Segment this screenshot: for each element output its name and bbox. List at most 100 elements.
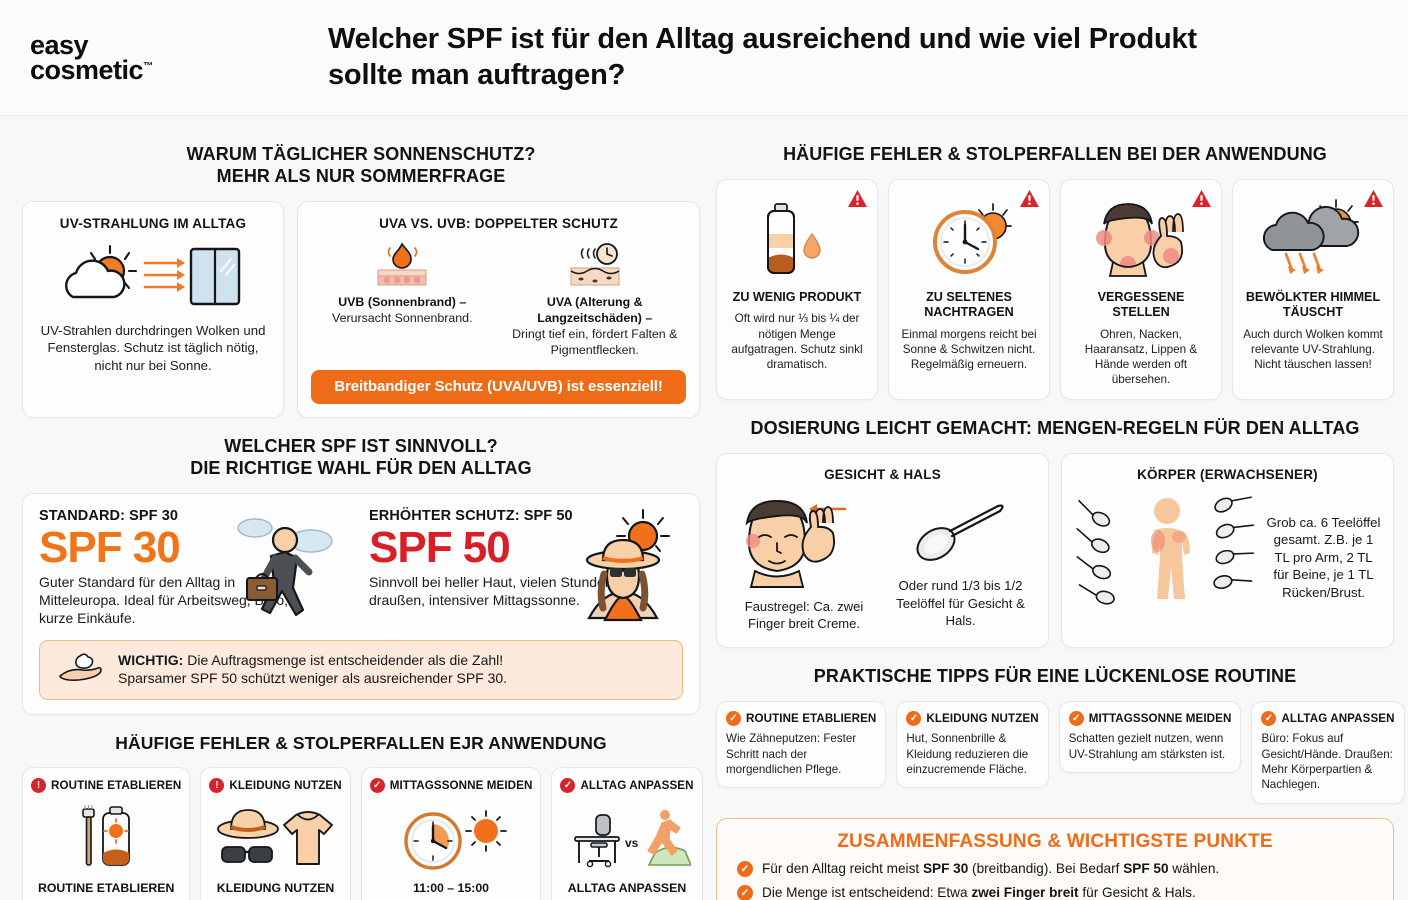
dosage-body-title: KÖRPER (ERWACHSENER) [1137, 467, 1318, 483]
section-title-tips: PRAKTISCHE TIPPS FÜR EINE LÜCKENLOSE ROU… [813, 666, 1297, 687]
section-title-dosage: DOSIERUNG LEICHT GEMACHT: MENGEN-REGELN … [750, 418, 1360, 439]
spf-row: STANDARD: SPF 30 SPF 30 Guter Standard f… [39, 508, 683, 627]
summary-item: ✓ Für den Alltag reicht meist SPF 30 (br… [737, 860, 1373, 878]
brand-logo: easy cosmetic™ [30, 31, 260, 83]
everyday-tip-head: ✓ ALLTAG ANPASSEN [1261, 711, 1394, 727]
important-note: WICHTIG: Die Auftragsmenge ist entscheid… [39, 639, 683, 700]
uva-heading: UVA (Alterung & Langzeitschäden) – [537, 294, 653, 325]
tip-routine-head-label: ROUTINE ETABLIEREN [51, 779, 182, 793]
card-uv-radiation-title: UV-STRAHLUNG IM ALLTAG [59, 215, 247, 231]
spf30-kicker: STANDARD: SPF 30 [39, 508, 179, 525]
tip-routine-title: ROUTINE ETABLIEREN [37, 881, 175, 896]
important-note-line-2: Sparsamer SPF 50 schützt weniger als aus… [118, 670, 508, 687]
tip-card-clothing: ! KLEIDUNG NUTZEN KLEIDUNG NU [200, 767, 351, 900]
left-column: WARUM TÄGLICHER SONNENSCHUTZ? MEHR ALS N… [22, 126, 703, 900]
mistake-card-too-little: ZU WENIG PRODUKT Oft wird nur ⅓ bis ¼ de… [716, 178, 878, 401]
check-badge-icon: ✓ [1261, 711, 1277, 727]
dosage-body-right: Grob ca. 6 Teelöffel gesamt. Z.B. je 1 T… [1266, 509, 1381, 601]
mistake-cloudy-body: Auch durch Wolken kommt relevante UV-Str… [1243, 327, 1383, 372]
dosage-face-left: Faustregel: Ca. zwei Finger breit Creme. [729, 493, 879, 633]
tip-card-routine: ! ROUTINE ETABLIEREN [22, 767, 191, 900]
midday-tip-card: ✓ MITTAGSSONNE MEIDEN Schatten gezielt n… [1058, 701, 1242, 773]
summary-title: ZUSAMMENFASSUNG & WICHTIGSTE PUNKTE [837, 830, 1273, 852]
tips-row: ✓ ROUTINE ETABLIEREN Wie Zähneputzen: Fe… [716, 701, 1405, 804]
uvb-heading: UVB (Sonnenbrand) – [338, 294, 467, 309]
check-badge-icon: ✓ [560, 778, 576, 794]
section-title-line-2: MEHR ALS NUR SOMMERFRAGE [216, 165, 506, 186]
tip-midday-title: 11:00 – 15:00 [413, 881, 490, 896]
tip-everyday-title: ALLTAG ANPASSEN [567, 881, 687, 896]
check-badge-icon: ✓ [1068, 711, 1084, 727]
tip-clothing-head: ! KLEIDUNG NUTZEN [209, 778, 342, 794]
mistake-card-reapply: ZU SELTENES NACHTRAGEN Einmal morgens re… [888, 178, 1050, 401]
tip-clothing-title: KLEIDUNG NUTZEN [216, 881, 335, 896]
hand-with-cream-icon [54, 650, 108, 689]
page-title: Welcher SPF ist für den Alltag ausreiche… [328, 22, 1197, 91]
card-uva-uvb-title: UVA VS. UVB: DOPPELTER SCHUTZ [379, 215, 618, 231]
dosage-body-left [1074, 493, 1260, 616]
everyday-tip-body: Büro: Fokus auf Gesicht/Hände. Draußen: … [1261, 732, 1393, 792]
page-header: easy cosmetic™ Welcher SPF ist für den A… [0, 0, 1408, 116]
trademark-mark: ™ [143, 60, 153, 72]
tip-midday-head-label: MITTAGSSONNE MEIDEN [389, 779, 533, 793]
spf50-kicker: ERHÖHTER SCHUTZ: SPF 50 [369, 508, 573, 525]
mistake-reapply-title: ZU SELTENES NACHTRAGEN [924, 289, 1014, 320]
sun-cloud-window-icon [37, 240, 269, 312]
check-badge-icon: ✓ [737, 860, 753, 877]
exclamation-badge-icon: ! [31, 778, 46, 794]
section-title-mistakes-left: HÄUFIGE FEHLER & STOLPERFALLEN EJR ANWEN… [115, 732, 607, 753]
clock-and-sun-icon [370, 802, 533, 874]
warning-triangle-icon [1019, 189, 1040, 213]
svg-text:vs: vs [625, 836, 639, 850]
card-spf-comparison: STANDARD: SPF 30 SPF 30 Guter Standard f… [22, 493, 700, 715]
section-title-why-daily: WARUM TÄGLICHER SONNENSCHUTZ? MEHR ALS N… [22, 144, 700, 188]
dosage-face-caption-right: Oder rund 1/3 bis 1/2 Teelöffel für Gesi… [896, 578, 1025, 629]
body-with-six-spoons-icon [1074, 493, 1260, 616]
dosage-card-body: KÖRPER (ERWACHSENER) [1061, 453, 1394, 649]
clothing-tip-label: KLEIDUNG NUTZEN [926, 712, 1039, 726]
spf30-body: Guter Standard für den Alltag in Mittele… [39, 574, 289, 626]
tip-card-midday: ✓ MITTAGSSONNE MEIDEN [360, 767, 542, 900]
uva-body: Dringt tief ein, fördert Falten & Pigmen… [512, 326, 678, 357]
skin-aging-clock-icon [504, 240, 687, 288]
tip-routine-head: ! ROUTINE ETABLIEREN [31, 778, 182, 794]
card-uv-radiation-body: UV-Strahlen durchdringen Wolken und Fens… [40, 322, 266, 373]
left-tips-row: ! ROUTINE ETABLIEREN [22, 767, 703, 900]
warning-triangle-icon [847, 189, 868, 213]
clothing-tip-body: Hut, Sonnenbrille & Kleidung reduzieren … [906, 732, 1029, 776]
everyday-tip-card: ✓ ALLTAG ANPASSEN Büro: Fokus auf Gesich… [1251, 701, 1405, 804]
teaspoon-icon [885, 497, 1036, 572]
exclamation-badge-icon: ! [209, 778, 225, 794]
dosage-card-face-neck: GESICHT & HALS [716, 453, 1049, 649]
routine-tip-label: ROUTINE ETABLIEREN [746, 712, 877, 726]
clothing-tip-card: ✓ KLEIDUNG NUTZEN Hut, Sonnenbrille & Kl… [896, 701, 1049, 789]
mistake-too-little-body: Oft wird nur ⅓ bis ¼ der nötigen Menge a… [731, 312, 863, 371]
woman-with-sunhat-icon [571, 508, 683, 631]
mistakes-row: ZU WENIG PRODUKT Oft wird nur ⅓ bis ¼ de… [716, 178, 1394, 401]
tip-card-everyday: ✓ ALLTAG ANPASSEN vs [551, 767, 703, 900]
midday-tip-label: MITTAGSSONNE MEIDEN [1088, 712, 1232, 726]
check-badge-icon: ✓ [726, 711, 741, 727]
hat-sunglasses-shirt-icon [209, 802, 341, 874]
mistake-cloudy-title: BEWÖLKTER HIMMEL TÄUSCHT [1245, 289, 1381, 320]
spf-section-title-line-2: DIE RICHTIGE WAHL FÜR DEN ALLTAG [190, 458, 532, 479]
warning-triangle-icon [1363, 189, 1384, 213]
mistake-missed-spots-title: VERGESSENE STELLEN [1097, 289, 1185, 320]
section-title-which-spf: WELCHER SPF IST SINNVOLL? DIE RICHTIGE W… [22, 436, 700, 480]
mistake-card-missed-spots: VERGESSENE STELLEN Ohren, Nacken, Haaran… [1060, 178, 1222, 401]
tip-everyday-head: ✓ ALLTAG ANPASSEN [560, 778, 693, 794]
spf30-block: STANDARD: SPF 30 SPF 30 Guter Standard f… [39, 508, 353, 627]
dosage-body-content: Grob ca. 6 Teelöffel gesamt. Z.B. je 1 T… [1074, 493, 1381, 616]
dosage-face-right: Oder rund 1/3 bis 1/2 Teelöffel für Gesi… [885, 497, 1036, 629]
face-two-finger-rule-icon [729, 493, 879, 594]
spf50-value: SPF 50 [369, 523, 511, 573]
desk-vs-runner-icon: vs [560, 802, 693, 874]
midday-tip-head: ✓ MITTAGSSONNE MEIDEN [1068, 711, 1232, 727]
routine-tip-head: ✓ ROUTINE ETABLIEREN [726, 711, 877, 727]
dosage-face-title: GESICHT & HALS [824, 467, 941, 483]
tip-clothing-head-label: KLEIDUNG NUTZEN [229, 779, 342, 793]
spf-section-title-line-1: WELCHER SPF IST SINNVOLL? [224, 436, 498, 457]
section-title-mistakes-right: HÄUFIGE FEHLER & STOLPERFALLEN BEI DER A… [783, 144, 1327, 164]
uva-column: UVA (Alterung & Langzeitschäden) – Dring… [504, 240, 687, 359]
